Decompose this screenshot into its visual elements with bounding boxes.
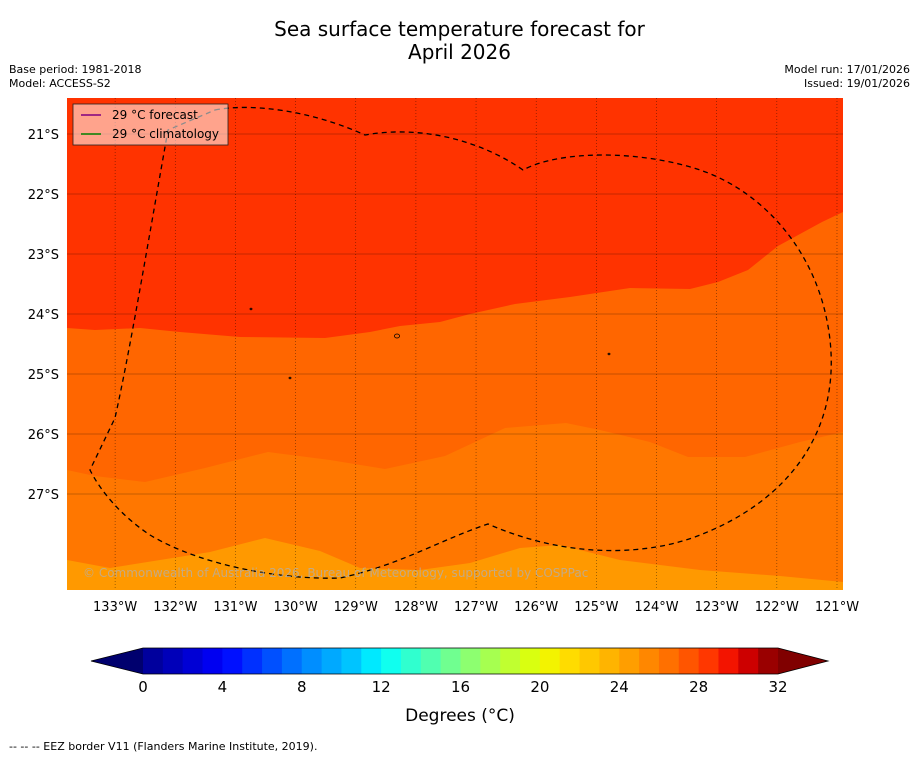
colorbar-segment: [420, 648, 442, 674]
eez-footnote: -- -- -- EEZ border V11 (Flanders Marine…: [9, 740, 318, 753]
colorbar-segment: [480, 648, 501, 674]
model-name: Model: ACCESS-S2: [9, 77, 111, 90]
colorbar-tick-label: 4: [218, 678, 228, 696]
x-tick-label: 125°W: [574, 600, 618, 615]
colorbar-segment: [281, 648, 303, 674]
colorbar-segment: [202, 648, 223, 674]
colorbar-label: Degrees (°C): [405, 706, 515, 726]
title-line-2: April 2026: [408, 40, 511, 64]
map-area: © Commonwealth of Australia 2026, Bureau…: [67, 98, 843, 590]
x-tick-label: 131°W: [213, 600, 257, 615]
y-tick-label: 26°S: [28, 428, 59, 443]
x-tick-label: 127°W: [454, 600, 498, 615]
x-tick-label: 126°W: [514, 600, 558, 615]
legend-forecast-label: 29 °C forecast: [112, 108, 198, 122]
legend-box: [72, 103, 229, 146]
colorbar-segment: [579, 648, 600, 674]
x-tick-label: 124°W: [634, 600, 678, 615]
x-tick-label: 128°W: [394, 600, 438, 615]
colorbar-segment: [460, 648, 481, 674]
issued-date: Issued: 19/01/2026: [803, 77, 910, 90]
x-tick-label: 129°W: [334, 600, 378, 615]
colorbar-tick-label: 16: [451, 678, 470, 696]
colorbar-tick-label: 24: [610, 678, 629, 696]
title-line-1: Sea surface temperature forecast for: [274, 17, 645, 41]
y-axis-ticks: 21°S 22°S 23°S 24°S 25°S 26°S 27°S: [28, 128, 59, 503]
colorbar-segment: [559, 648, 581, 674]
meta-left: Base period: 1981-2018 Model: ACCESS-S2: [9, 63, 141, 91]
colorbar-segment: [242, 648, 263, 674]
colorbar-ticks: 0 4 8 12 16 20 24 28 32: [138, 678, 787, 696]
colorbar-segment: [381, 648, 402, 674]
colorbar-segment: [698, 648, 719, 674]
legend: 29 °C forecast 29 °C climatology: [72, 103, 229, 146]
colorbar-segment: [718, 648, 739, 674]
colorbar-segment: [262, 648, 283, 674]
colorbar-extend-min: [91, 648, 143, 674]
colorbar-segment: [619, 648, 640, 674]
colorbar-segment: [440, 648, 461, 674]
colorbar-extend-max: [778, 648, 828, 674]
island-marker: [607, 352, 611, 356]
colorbar-segment: [162, 648, 184, 674]
colorbar-segment: [143, 648, 164, 674]
model-run: Model run: 17/01/2026: [784, 63, 910, 76]
colorbar-segment: [222, 648, 243, 674]
island-marker: [249, 307, 253, 311]
colorbar-segment: [678, 648, 700, 674]
colorbar-tick-label: 8: [297, 678, 307, 696]
colorbar: [90, 647, 830, 675]
colorbar-segment: [758, 648, 779, 674]
sst-band-29-30: [67, 98, 843, 338]
y-tick-label: 24°S: [28, 308, 59, 323]
x-tick-label: 121°W: [815, 600, 859, 615]
colorbar-segment: [182, 648, 204, 674]
colorbar-segment: [500, 648, 521, 674]
colorbar-segment: [539, 648, 561, 674]
y-tick-label: 25°S: [28, 368, 59, 383]
base-period: Base period: 1981-2018: [9, 63, 142, 76]
colorbar-tick-label: 0: [138, 678, 148, 696]
colorbar-segment: [738, 648, 759, 674]
island-marker: [288, 376, 292, 380]
y-tick-label: 21°S: [28, 128, 59, 143]
x-tick-label: 130°W: [274, 600, 318, 615]
colorbar-segment: [301, 648, 323, 674]
colorbar-segment: [400, 648, 422, 674]
colorbar-segment: [599, 648, 620, 674]
colorbar-segment: [361, 648, 382, 674]
x-tick-label: 122°W: [755, 600, 799, 615]
colorbar-segment: [520, 648, 541, 674]
copyright-watermark: © Commonwealth of Australia 2026, Bureau…: [83, 566, 588, 580]
y-tick-label: 23°S: [28, 248, 59, 263]
colorbar-segment: [658, 648, 680, 674]
chart-title: Sea surface temperature forecast for Apr…: [0, 18, 919, 64]
graticule: [67, 98, 843, 590]
colorbar-tick-label: 28: [689, 678, 708, 696]
colorbar-tick-label: 12: [372, 678, 391, 696]
x-tick-label: 123°W: [695, 600, 739, 615]
colorbar-tick-label: 20: [530, 678, 549, 696]
x-tick-label: 133°W: [93, 600, 137, 615]
colorbar-outline: [90, 647, 830, 675]
x-tick-label: 132°W: [153, 600, 197, 615]
meta-right: Model run: 17/01/2026 Issued: 19/01/2026: [784, 63, 910, 91]
colorbar-segment: [341, 648, 362, 674]
colorbar-segment: [321, 648, 342, 674]
eez-boundary: [89, 106, 832, 579]
legend-climatology-label: 29 °C climatology: [112, 127, 219, 141]
islands: [249, 307, 611, 380]
y-tick-label: 22°S: [28, 188, 59, 203]
y-tick-label: 27°S: [28, 488, 59, 503]
colorbar-segment: [639, 648, 660, 674]
colorbar-tick-label: 32: [768, 678, 787, 696]
island-marker: [394, 333, 400, 339]
x-axis-ticks: 133°W 132°W 131°W 130°W 129°W 128°W 127°W 126°W…: [93, 600, 859, 615]
